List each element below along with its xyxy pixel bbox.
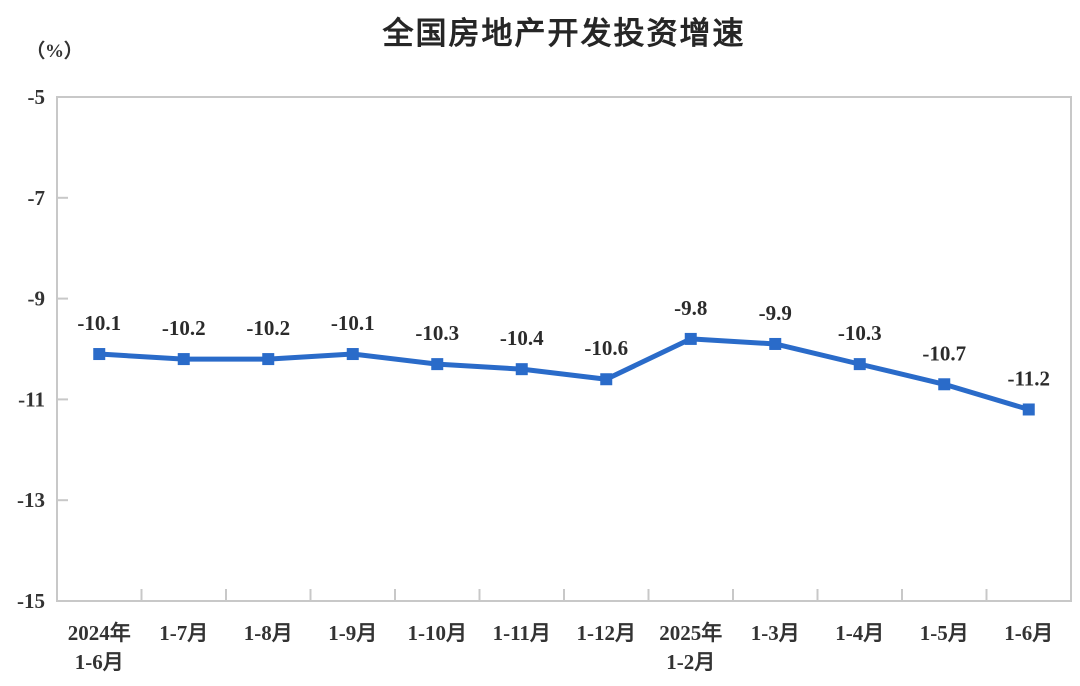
x-category-label: 1-10月 bbox=[408, 621, 468, 645]
plot-border bbox=[56, 96, 1072, 602]
x-category-label: 1-8月 bbox=[244, 621, 293, 645]
data-point-label: -9.8 bbox=[674, 296, 707, 320]
x-category-label: 2025年 bbox=[659, 621, 722, 645]
x-category-label: 1-4月 bbox=[835, 621, 884, 645]
data-point-marker bbox=[853, 358, 866, 371]
data-point-labels: -10.1 -10.2 -10.2 -10.1 -10.3 -10.4 -10.6 -9.8 -… bbox=[77, 296, 1050, 391]
x-category-label: 1-2月 bbox=[666, 650, 715, 674]
y-tick-label: -11 bbox=[18, 387, 45, 411]
data-point-marker bbox=[684, 332, 697, 345]
data-point-marker bbox=[262, 353, 275, 366]
x-category-label: 1-3月 bbox=[751, 621, 800, 645]
data-point-label: -10.1 bbox=[77, 311, 121, 335]
data-point-label: -10.6 bbox=[584, 336, 628, 360]
data-point-marker bbox=[515, 363, 528, 376]
y-tick-label: -15 bbox=[17, 589, 45, 613]
y-tick-label: -9 bbox=[28, 287, 46, 311]
data-point-marker bbox=[93, 348, 106, 361]
data-point-label: -10.1 bbox=[331, 311, 375, 335]
data-point-marker bbox=[346, 348, 359, 361]
data-point-marker bbox=[177, 353, 190, 366]
y-tick-label: -7 bbox=[28, 186, 46, 210]
x-category-label: 1-9月 bbox=[328, 621, 377, 645]
data-point-label: -11.2 bbox=[1007, 366, 1050, 390]
y-tick-label: -13 bbox=[17, 488, 45, 512]
data-point-label: -10.3 bbox=[415, 321, 459, 345]
data-point-label: -10.4 bbox=[500, 326, 544, 350]
x-category-label: 1-11月 bbox=[493, 621, 551, 645]
data-point-label: -10.2 bbox=[246, 316, 290, 340]
x-category-label: 2024年 bbox=[68, 621, 131, 645]
x-axis-category-labels: 2024年 1-6月 1-7月 1-8月 1-9月 1-10月 1-11月 1-12月 2025… bbox=[68, 621, 1054, 674]
y-axis-tick-labels: -5 -7 -9 -11 -13 -15 bbox=[17, 85, 45, 613]
data-point-marker bbox=[938, 378, 951, 391]
y-axis-unit-label: （%） bbox=[26, 41, 84, 62]
chart-title: 全国房地产开发投资增速 bbox=[382, 16, 746, 51]
series-line bbox=[96, 336, 1032, 412]
data-point-label: -10.3 bbox=[838, 321, 882, 345]
data-point-marker bbox=[769, 337, 782, 350]
data-series bbox=[93, 332, 1035, 416]
x-category-label: 1-6月 bbox=[1004, 621, 1053, 645]
y-tick-label: -5 bbox=[28, 85, 46, 109]
x-category-label: 1-12月 bbox=[577, 621, 637, 645]
data-point-label: -10.2 bbox=[162, 316, 206, 340]
x-category-label: 1-6月 bbox=[75, 650, 124, 674]
data-point-label: -9.9 bbox=[759, 301, 792, 325]
x-category-label: 1-7月 bbox=[159, 621, 208, 645]
plot-frame bbox=[56, 96, 1072, 602]
data-point-marker bbox=[600, 373, 613, 386]
data-point-label: -10.7 bbox=[922, 341, 966, 365]
data-point-marker bbox=[431, 358, 444, 371]
data-point-marker bbox=[1022, 403, 1035, 416]
x-category-label: 1-5月 bbox=[920, 621, 969, 645]
